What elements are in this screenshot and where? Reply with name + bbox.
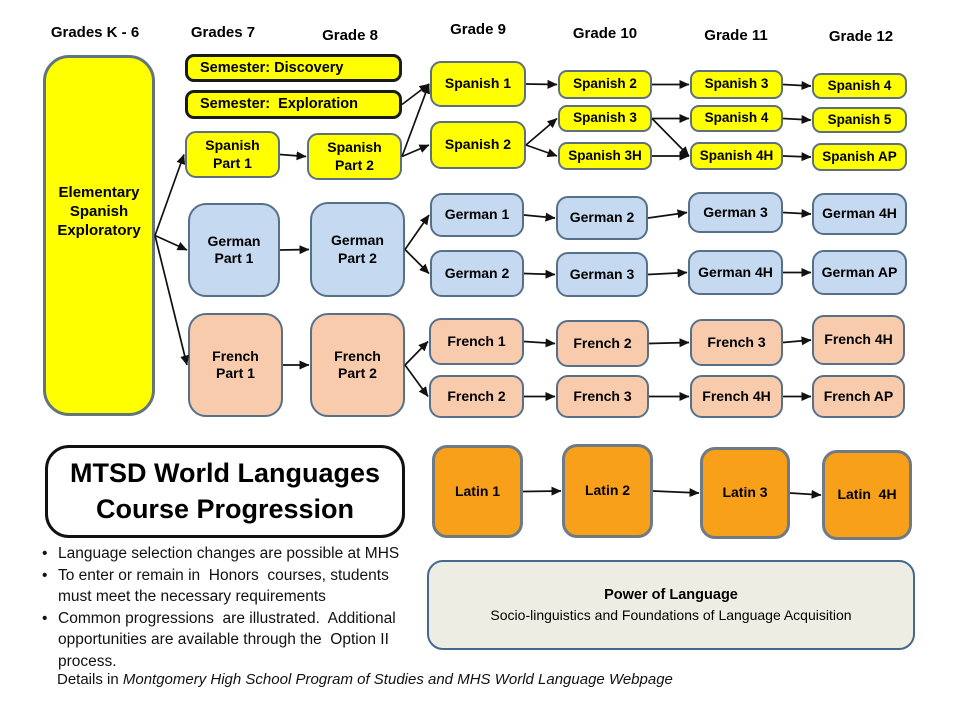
arrow (523, 338, 556, 348)
power-of-language-subtitle: Socio-linguistics and Foundations of Lan… (490, 606, 852, 623)
power-of-language-box: Power of Language Socio-linguistics and … (427, 560, 915, 650)
node-german-4h-g11: German 4H (688, 250, 783, 295)
arrow (647, 268, 688, 278)
node-german-2-g10: German 2 (556, 196, 648, 240)
arrow (648, 338, 690, 348)
arrow (404, 214, 430, 250)
arrow (652, 488, 700, 498)
node-spanish-2-g10: Spanish 2 (558, 70, 652, 99)
arrow (782, 152, 812, 162)
arrow (782, 80, 812, 90)
arrow (404, 248, 430, 275)
node-latin-4h: Latin 4H (822, 450, 912, 540)
node-latin-1: Latin 1 (432, 445, 523, 538)
arrow (404, 364, 429, 398)
notes-list: Language selection changes are possible … (40, 543, 470, 673)
node-spanish-3-g11: Spanish 3 (690, 70, 783, 99)
node-elementary-spanish-exploratory: Elementary Spanish Exploratory (43, 55, 155, 416)
node-french-2-g10: French 2 (556, 320, 649, 367)
node-german-3-g10: German 3 (556, 252, 648, 297)
node-spanish-ap-g12: Spanish AP (812, 143, 907, 171)
node-spanish-5-g12: Spanish 5 (812, 107, 907, 133)
header-grades-7: Grades 7 (190, 24, 256, 41)
arrow (782, 336, 812, 346)
node-latin-3: Latin 3 (700, 447, 790, 539)
node-french-4h-g11: French 4H (690, 375, 783, 418)
node-french-1-g9: French 1 (429, 318, 524, 365)
arrow (401, 83, 430, 157)
node-spanish-2-g9: Spanish 2 (430, 121, 526, 169)
node-french-2-g9: French 2 (429, 375, 524, 418)
arrow (154, 154, 186, 236)
arrow (789, 489, 822, 499)
node-spanish-1-g9: Spanish 1 (430, 61, 526, 107)
arrow (404, 340, 429, 366)
arrow (154, 235, 190, 366)
node-semester-exploration: Semester: Exploration (185, 90, 402, 119)
node-german-1-g9: German 1 (430, 193, 524, 237)
node-spanish-3h-g10: Spanish 3H (558, 142, 652, 170)
node-spanish-4-g12: Spanish 4 (812, 73, 907, 99)
node-german-ap-g12: German AP (812, 250, 907, 295)
header-grade-9: Grade 9 (450, 21, 506, 38)
header-grade-10: Grade 10 (572, 25, 638, 42)
node-spanish-part-2: Spanish Part 2 (307, 133, 402, 180)
node-french-4h-g12: French 4H (812, 315, 905, 365)
arrow (647, 209, 688, 219)
header-grades-k6: Grades K - 6 (50, 24, 140, 41)
node-german-2-g9: German 2 (430, 250, 524, 297)
node-german-4h-g12: German 4H (812, 193, 907, 235)
node-french-part-1: French Part 1 (188, 313, 283, 417)
power-of-language-title: Power of Language (604, 586, 738, 603)
node-spanish-4h-g11: Spanish 4H (690, 142, 783, 170)
arrow (154, 234, 188, 251)
arrow (401, 83, 430, 106)
node-spanish-part-1: Spanish Part 1 (185, 131, 280, 178)
node-latin-2: Latin 2 (562, 444, 653, 538)
details-note: Details in Montgomery High School Progra… (57, 671, 673, 688)
header-grade-12: Grade 12 (828, 28, 894, 45)
arrow (522, 486, 562, 496)
node-french-part-2: French Part 2 (310, 313, 405, 417)
header-grade-8: Grade 8 (322, 27, 378, 44)
arrow (523, 212, 556, 222)
arrow (525, 144, 558, 158)
node-german-part-2: German Part 2 (310, 202, 405, 297)
note-item: Language selection changes are possible … (40, 543, 470, 565)
diagram-title: MTSD World Languages Course Progression (45, 445, 405, 538)
node-spanish-3-g10: Spanish 3 (558, 105, 652, 132)
arrow (279, 151, 307, 161)
node-semester-discovery: Semester: Discovery (185, 54, 402, 82)
node-french-ap-g12: French AP (812, 375, 905, 418)
note-item: To enter or remain in Honors courses, st… (40, 565, 470, 608)
arrow (401, 144, 430, 158)
details-prefix: Details in (57, 671, 123, 688)
header-grade-11: Grade 11 (704, 27, 768, 44)
arrow (525, 79, 558, 89)
node-french-3-g11: French 3 (690, 319, 783, 366)
node-german-3-g11: German 3 (688, 192, 783, 233)
node-french-3-g10: French 3 (556, 375, 649, 418)
arrow (782, 114, 812, 124)
arrow (782, 208, 812, 218)
node-spanish-4-g11: Spanish 4 (690, 105, 783, 132)
arrow (651, 117, 690, 157)
arrow (525, 117, 558, 146)
node-german-part-1: German Part 1 (188, 203, 280, 297)
arrow (523, 269, 556, 279)
note-item: Common progressions are illustrated. Add… (40, 608, 470, 673)
arrow (279, 245, 310, 255)
details-italic-text: Montgomery High School Program of Studie… (122, 671, 673, 688)
